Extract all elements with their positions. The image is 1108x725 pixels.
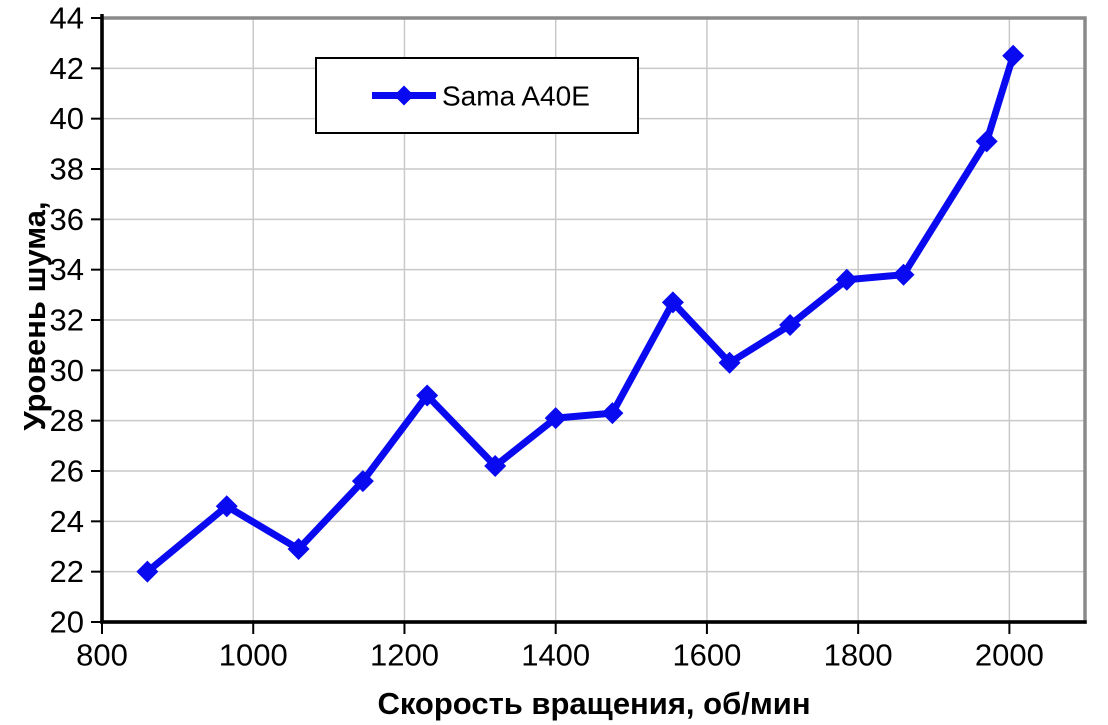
data-point-diamond — [287, 538, 310, 561]
y-tick-label: 22 — [50, 554, 84, 589]
data-point-diamond — [351, 470, 374, 493]
axis-ticks — [91, 17, 1011, 634]
x-tick-label: 1200 — [370, 638, 439, 673]
data-point-diamond — [975, 130, 998, 153]
y-tick-label: 32 — [50, 303, 84, 338]
legend-series-label: Sama A40E — [442, 81, 590, 112]
data-point-diamond — [718, 351, 741, 374]
y-tick-label: 20 — [50, 605, 84, 640]
data-point-diamond — [601, 402, 624, 425]
y-tick-label: 30 — [50, 353, 84, 388]
x-axis-title: Скорость вращения, об/мин — [377, 686, 810, 721]
y-tick-labels: 20 22 24 26 28 30 32 34 36 38 40 42 44 — [50, 1, 84, 640]
y-tick-label: 42 — [50, 51, 84, 86]
y-tick-label: 24 — [50, 504, 84, 539]
data-point-diamond — [136, 560, 159, 583]
x-tick-label: 1600 — [672, 638, 741, 673]
y-tick-label: 26 — [50, 454, 84, 489]
data-point-diamond — [835, 268, 858, 291]
legend: Sama A40E — [315, 57, 639, 134]
x-tick-label: 800 — [76, 638, 128, 673]
y-tick-label: 34 — [50, 252, 84, 287]
data-point-diamond — [416, 384, 439, 407]
data-point-diamond — [544, 407, 567, 430]
y-tick-label: 44 — [50, 1, 84, 36]
legend-box — [315, 57, 639, 134]
y-tick-label: 38 — [50, 152, 84, 187]
data-point-diamond — [779, 314, 802, 337]
data-point-diamond — [484, 454, 507, 477]
x-tick-label: 1800 — [824, 638, 893, 673]
y-axis-title: Уровень шума, — [17, 201, 52, 430]
y-tick-label: 28 — [50, 403, 84, 438]
x-tick-label: 1000 — [219, 638, 288, 673]
data-point-diamond — [215, 495, 238, 518]
y-tick-label: 36 — [50, 202, 84, 237]
y-tick-label: 40 — [50, 101, 84, 136]
x-tick-labels: 800 1000 1200 1400 1600 1800 2000 — [76, 638, 1044, 673]
data-series-sama-a40e — [136, 44, 1025, 583]
x-tick-label: 2000 — [975, 638, 1044, 673]
legend-diamond-marker-icon — [394, 85, 414, 106]
data-point-diamond — [661, 291, 684, 314]
gridlines — [102, 18, 1085, 622]
data-point-diamond — [892, 263, 915, 286]
data-point-diamond — [1002, 44, 1025, 67]
x-tick-label: 1400 — [521, 638, 590, 673]
